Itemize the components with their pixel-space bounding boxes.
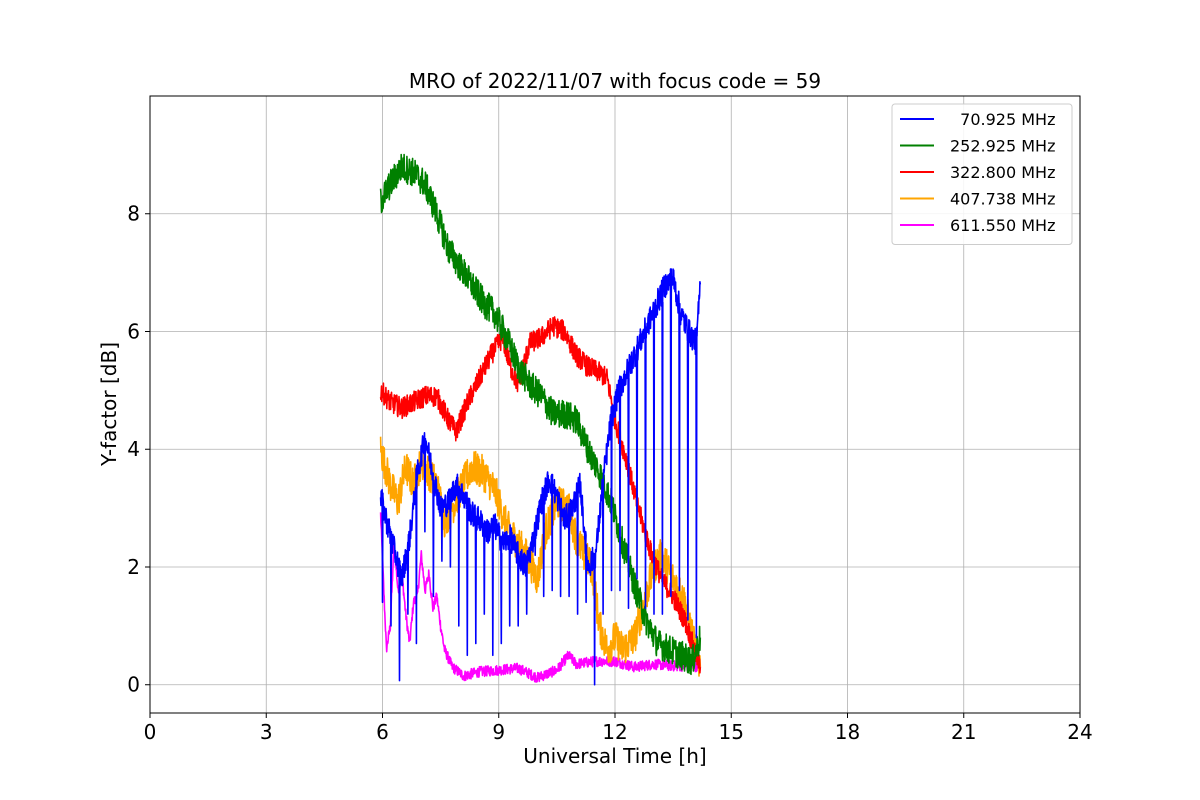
legend-label-1: 252.925 MHz (950, 137, 1055, 156)
y-tick-label-4: 8 (127, 202, 140, 226)
series-line-4 (379, 512, 702, 683)
y-tick-label-1: 2 (127, 555, 140, 579)
x-tick-label-5: 15 (719, 720, 744, 744)
x-tick-label-3: 9 (492, 720, 505, 744)
legend-label-2: 322.800 MHz (950, 163, 1055, 182)
x-tick-label-8: 24 (1067, 720, 1092, 744)
chart-title: MRO of 2022/11/07 with focus code = 59 (409, 69, 821, 93)
x-tick-label-7: 21 (951, 720, 976, 744)
legend: 70.925 MHz 252.925 MHz 322.800 MHz 407.738 … (891, 103, 1073, 245)
y-axis-label: Y-factor [dB] (97, 342, 121, 467)
series-line-2 (379, 316, 702, 674)
x-tick-label-2: 6 (376, 720, 389, 744)
x-axis-label: Universal Time [h] (523, 744, 706, 768)
y-tick-label-2: 4 (127, 437, 140, 461)
y-tick-label-3: 6 (127, 319, 140, 343)
series-line-1 (379, 153, 702, 676)
series-line-3 (379, 436, 702, 677)
legend-label-3: 407.738 MHz (950, 190, 1055, 209)
x-tick-label-6: 18 (835, 720, 860, 744)
legend-label-0: 70.925 MHz (950, 110, 1055, 129)
legend-box (891, 103, 1073, 245)
x-tick-label-4: 12 (602, 720, 627, 744)
y-tick-label-0: 0 (127, 673, 140, 697)
x-tick-label-0: 0 (144, 720, 157, 744)
legend-label-4: 611.550 MHz (950, 216, 1055, 235)
series-line-0 (379, 268, 702, 686)
x-tick-label-1: 3 (260, 720, 273, 744)
